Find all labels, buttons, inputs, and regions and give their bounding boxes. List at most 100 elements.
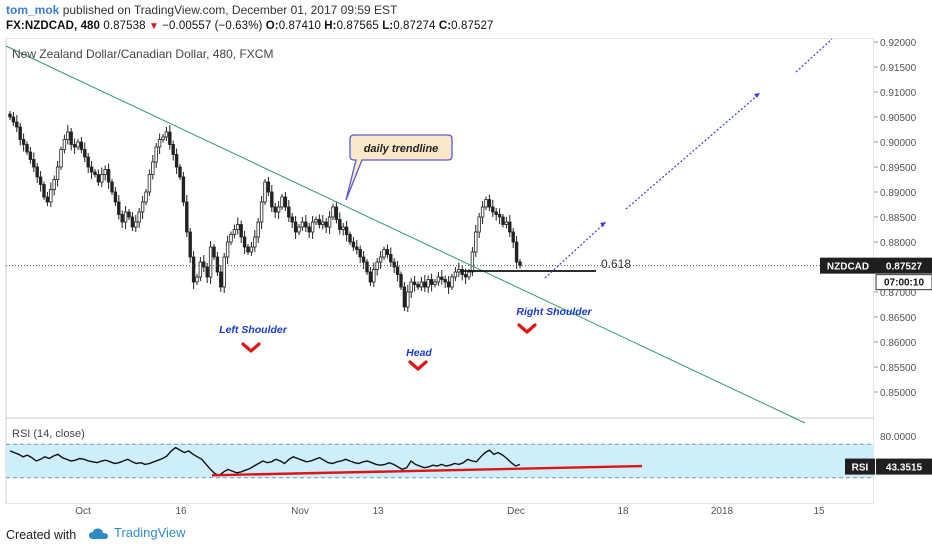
candle-body bbox=[368, 271, 373, 283]
price-change: −0.00557 (−0.63%) bbox=[162, 20, 263, 32]
candle-body bbox=[140, 201, 145, 213]
projection-arrow-1 bbox=[544, 221, 607, 279]
candle-body bbox=[21, 139, 26, 145]
rsi-line bbox=[9, 446, 521, 477]
rsi-tick-label: 80.0000 bbox=[880, 432, 917, 443]
price-chart[interactable]: 0.92000 0.91500 0.91000 0.90500 0.90000 0.895… bbox=[0, 38, 932, 518]
candle-body bbox=[198, 261, 203, 278]
candle-body bbox=[110, 181, 114, 193]
candle-body bbox=[300, 221, 305, 228]
candle-body bbox=[154, 146, 158, 163]
candle-body bbox=[113, 191, 118, 203]
candle-body bbox=[259, 201, 264, 223]
candle-body bbox=[453, 271, 458, 278]
candle-body bbox=[480, 206, 485, 218]
author-link[interactable]: tom_mok bbox=[6, 3, 60, 17]
time-tick-label: Dec bbox=[507, 506, 525, 517]
price-tick-label: 0.88500 bbox=[880, 213, 917, 224]
candle-body bbox=[232, 229, 237, 235]
time-tick-label: 18 bbox=[617, 506, 629, 517]
candle-body bbox=[450, 276, 454, 288]
candle-body bbox=[494, 211, 498, 215]
time-tick-label: 15 bbox=[813, 506, 825, 517]
right-shoulder-label: Right Shoulder bbox=[516, 306, 592, 318]
high-label: H: bbox=[324, 20, 337, 32]
candle-body bbox=[66, 131, 70, 140]
trendline-label: daily trendline bbox=[364, 143, 439, 155]
open-value: 0.87410 bbox=[278, 20, 321, 32]
candle-body bbox=[338, 219, 342, 230]
candle-body bbox=[161, 136, 165, 140]
candle-body bbox=[351, 241, 356, 248]
price-tag-symbol-bg bbox=[820, 257, 876, 274]
annotations: 0.618 daily trendline Left Shoulder Head Rig… bbox=[5, 38, 932, 424]
candle-body bbox=[433, 281, 437, 285]
candle-body bbox=[18, 126, 22, 140]
candle-body bbox=[205, 266, 209, 278]
price-tag-value: 0.87527 bbox=[886, 262, 923, 273]
candle-body bbox=[15, 121, 19, 128]
candle-body bbox=[123, 211, 128, 223]
candle-body bbox=[28, 151, 33, 160]
candle-body bbox=[324, 221, 328, 228]
rsi-trendline bbox=[211, 464, 643, 477]
candle-body bbox=[327, 216, 332, 228]
candle-body bbox=[168, 131, 172, 145]
countdown: 07:00:10 bbox=[884, 278, 924, 289]
candle-body bbox=[45, 196, 50, 203]
candle-body bbox=[215, 256, 220, 273]
chart-title: New Zealand Dollar/Canadian Dollar, 480,… bbox=[12, 47, 273, 61]
projection-arrow-2 bbox=[625, 94, 759, 210]
candle-body bbox=[426, 279, 430, 288]
candle-body bbox=[273, 206, 277, 213]
price-tick-label: 0.86000 bbox=[880, 338, 917, 349]
price-tag-value-bg bbox=[876, 257, 932, 274]
candle-body bbox=[348, 234, 352, 243]
candle-body bbox=[72, 144, 77, 148]
candle-body bbox=[497, 214, 502, 218]
price-tick-label: 0.85000 bbox=[880, 388, 917, 399]
rsi-tag-value-bg bbox=[876, 458, 932, 475]
candle-body bbox=[127, 211, 131, 218]
candle-body bbox=[280, 196, 284, 208]
candle-body bbox=[263, 181, 267, 203]
price-tick-label: 0.86500 bbox=[880, 313, 917, 324]
publish-info: published on TradingView.com, December 0… bbox=[62, 3, 398, 17]
candle-body bbox=[225, 241, 230, 258]
candle-body bbox=[202, 261, 206, 268]
time-tick-label: Oct bbox=[75, 506, 91, 517]
candle-body bbox=[508, 221, 512, 233]
candle-body bbox=[419, 281, 424, 288]
footer: Created with TradingView bbox=[0, 518, 932, 550]
candle-body bbox=[171, 144, 175, 155]
tradingview-brand[interactable]: TradingView bbox=[88, 525, 186, 541]
rsi-layer: RSI 43.3515 bbox=[9, 446, 932, 477]
price-tick-label: 0.89000 bbox=[880, 188, 917, 199]
candle-body bbox=[402, 286, 407, 308]
candle-body bbox=[130, 216, 135, 228]
candle-body bbox=[55, 166, 60, 180]
candle-body bbox=[89, 166, 94, 173]
candle-body bbox=[443, 279, 447, 283]
candle-body bbox=[93, 171, 97, 175]
left-shoulder-label: Left Shoulder bbox=[219, 324, 288, 336]
candle-body bbox=[406, 291, 410, 308]
candle-body bbox=[151, 161, 155, 175]
created-with-label: Created with bbox=[6, 528, 77, 542]
candle-body bbox=[287, 206, 291, 218]
candle-body bbox=[304, 221, 308, 228]
candle-body bbox=[457, 269, 461, 273]
candle-body bbox=[8, 113, 12, 118]
price-tick-label: 0.89500 bbox=[880, 163, 917, 174]
time-tick-label: 16 bbox=[175, 506, 187, 517]
candle-body bbox=[249, 246, 254, 253]
candle-body bbox=[290, 216, 294, 223]
candle-body bbox=[399, 274, 403, 288]
candle-body bbox=[463, 274, 468, 278]
candle-body bbox=[147, 174, 152, 193]
candle-body bbox=[423, 281, 427, 288]
price-tick-label: 0.85500 bbox=[880, 363, 917, 374]
candle-body bbox=[52, 179, 56, 190]
rsi-tag-value: 43.3515 bbox=[886, 463, 923, 474]
publish-line: tom_mok published on TradingView.com, De… bbox=[6, 3, 397, 17]
